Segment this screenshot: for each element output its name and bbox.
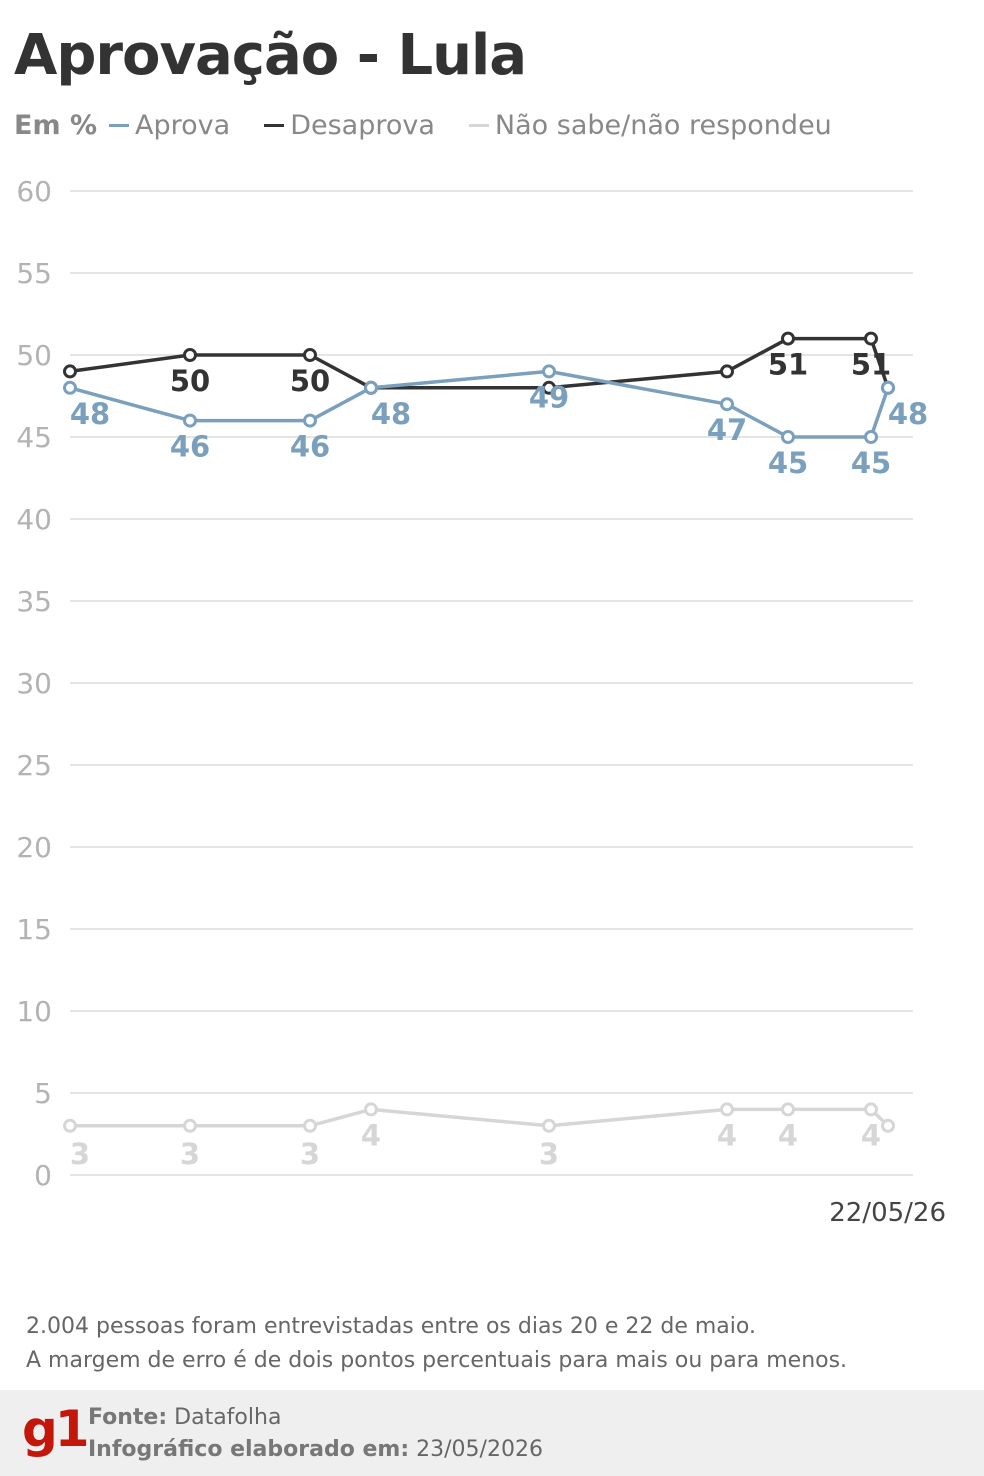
y-tick-label-10: 10 xyxy=(16,995,52,1028)
series-1-label-0: 48 xyxy=(70,397,110,431)
series-1-point-3 xyxy=(364,380,378,395)
y-tick-label-5: 5 xyxy=(34,1077,52,1110)
y-tick-label-40: 40 xyxy=(16,503,52,536)
series-1-point-0 xyxy=(63,380,77,395)
series-1-label-3: 48 xyxy=(371,397,411,431)
series-1-point-6 xyxy=(781,430,795,444)
y-tick-label-30: 30 xyxy=(16,667,52,700)
series-1-label-7: 45 xyxy=(851,446,891,480)
series-2-label-3: 4 xyxy=(361,1118,381,1152)
g1-logo[interactable]: g1 xyxy=(22,1400,90,1458)
series-2-point-6 xyxy=(781,1102,795,1117)
series-2-point-8 xyxy=(881,1118,895,1133)
line-chart: 0 5 10 15 20 25 30 35 40 45 50 55 60 22/05/26 50 50 51 51… xyxy=(16,175,946,1228)
series-2-point-0 xyxy=(63,1118,77,1133)
footer: g1 Fonte: Datafolha Infográfico elaborad… xyxy=(0,1390,984,1476)
series-2-label-4: 3 xyxy=(539,1137,559,1171)
y-tick-label-55: 55 xyxy=(16,257,52,290)
series-2-point-7 xyxy=(864,1102,878,1117)
series-0-point-1 xyxy=(183,348,197,362)
survey-note: 2.004 pessoas foram entrevistadas entre … xyxy=(26,1310,847,1378)
y-tick-label-20: 20 xyxy=(16,831,52,864)
series-1-point-8 xyxy=(881,380,895,395)
survey-note-line-1: 2.004 pessoas foram entrevistadas entre … xyxy=(26,1314,756,1339)
series-1-point-7 xyxy=(864,430,878,444)
y-tick-label-45: 45 xyxy=(16,421,52,454)
legend-label-desaprova: Desaprova xyxy=(290,110,435,141)
series-0-label-7: 51 xyxy=(851,348,891,382)
legend-entry-nao-sabe: Não sabe/não respondeu xyxy=(468,110,832,141)
series-2-point-5 xyxy=(720,1102,734,1117)
series-2-label-5: 4 xyxy=(717,1118,737,1152)
legend-swatch-aprova xyxy=(109,124,130,127)
legend-entry-desaprova: Desaprova xyxy=(264,110,435,141)
date-value: 23/05/2026 xyxy=(416,1437,543,1462)
date-label: Infográfico elaborado em: xyxy=(88,1437,410,1462)
chart-title: Aprovação - Lula xyxy=(14,23,527,88)
x-tick-label-last: 22/05/26 xyxy=(829,1198,946,1228)
series-2-label-6: 4 xyxy=(778,1118,798,1152)
series-0-point-4 xyxy=(542,380,556,395)
survey-note-line-2: A margem de erro é de dois pontos percen… xyxy=(26,1348,848,1373)
series-0-point-5 xyxy=(720,364,734,379)
source-label: Fonte: xyxy=(88,1405,168,1430)
legend-swatch-nao-sabe xyxy=(468,124,489,127)
legend-label-aprova: Aprova xyxy=(135,110,231,141)
y-tick-label-0: 0 xyxy=(34,1159,52,1192)
legend-unit: Em % xyxy=(14,110,98,141)
series-1-label-2: 46 xyxy=(290,430,330,464)
series-2-label-1: 3 xyxy=(180,1137,200,1171)
series-2-point-4 xyxy=(542,1118,556,1133)
series-1-label-8: 48 xyxy=(888,397,928,431)
series-1-point-5 xyxy=(720,397,734,412)
legend-label-nao-sabe: Não sabe/não respondeu xyxy=(494,110,832,141)
series-0-label-6: 51 xyxy=(768,348,808,382)
y-tick-label-50: 50 xyxy=(16,339,52,372)
series-2-label-0: 3 xyxy=(70,1137,90,1171)
series-1-label-4: 49 xyxy=(529,380,569,414)
legend-entry-aprova: Aprova xyxy=(109,110,230,141)
series-1-label-6: 45 xyxy=(768,446,808,480)
series-1-point-4 xyxy=(542,364,556,379)
y-tick-label-15: 15 xyxy=(16,913,52,946)
series-0-point-0 xyxy=(63,364,77,379)
series-2-point-1 xyxy=(183,1118,197,1133)
series-0-label-1: 50 xyxy=(170,364,210,398)
series-0-label-2: 50 xyxy=(290,364,330,398)
y-tick-label-60: 60 xyxy=(16,175,52,208)
series-2-point-3 xyxy=(364,1102,378,1117)
series-1-point-1 xyxy=(183,413,197,428)
source-block: Fonte: Datafolha Infográfico elaborado e… xyxy=(88,1402,543,1466)
y-tick-label-25: 25 xyxy=(16,749,52,782)
date-line: Infográfico elaborado em: 23/05/2026 xyxy=(88,1434,543,1466)
series-0-point-7 xyxy=(864,331,878,346)
source-value: Datafolha xyxy=(174,1405,282,1430)
series-2-label-7: 4 xyxy=(861,1118,881,1152)
legend: Em % Aprova Desaprova Não sabe/não respo… xyxy=(14,110,866,141)
series-2-label-2: 3 xyxy=(300,1137,320,1171)
series-0-point-6 xyxy=(781,331,795,346)
series-1-point-2 xyxy=(303,413,317,428)
series-1-label-5: 47 xyxy=(707,413,747,447)
series-1-label-1: 46 xyxy=(170,430,210,464)
series-2-point-2 xyxy=(303,1118,317,1133)
source-line: Fonte: Datafolha xyxy=(88,1402,543,1434)
legend-swatch-desaprova xyxy=(264,124,285,127)
y-tick-label-35: 35 xyxy=(16,585,52,618)
series-0-point-2 xyxy=(303,348,317,362)
